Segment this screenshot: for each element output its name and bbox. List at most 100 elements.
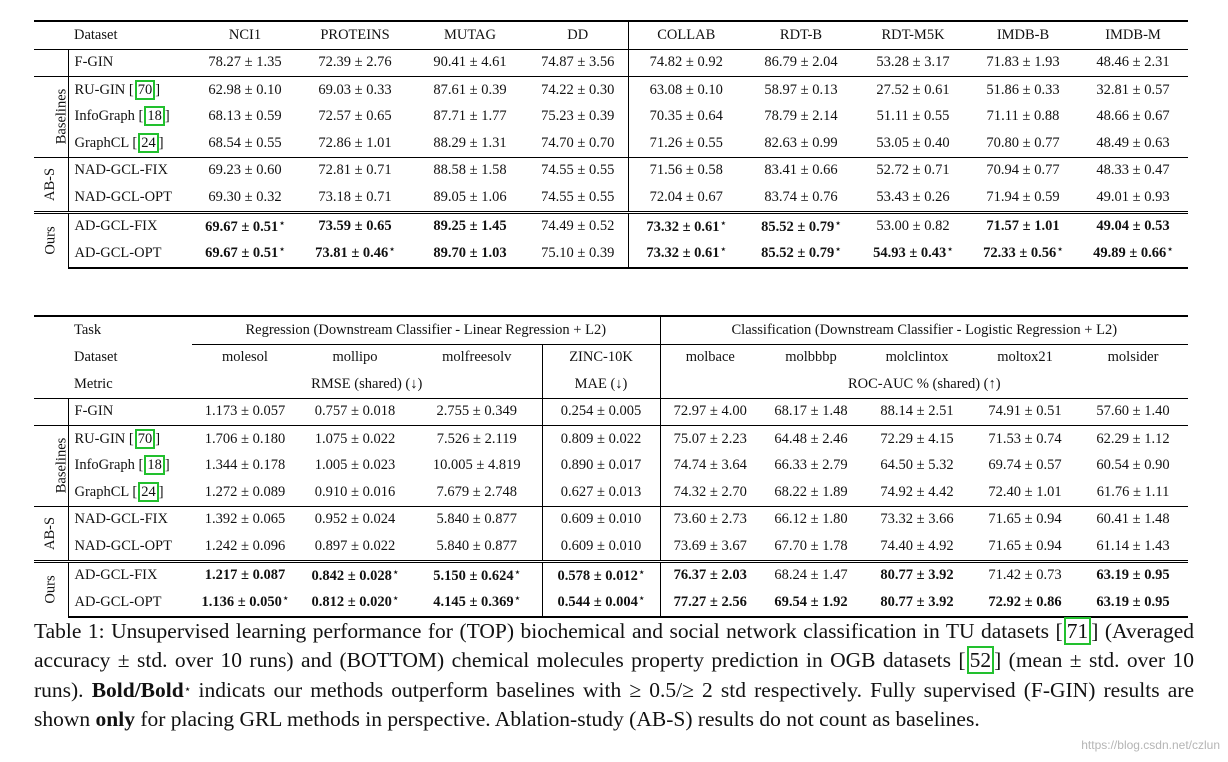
significance-star: ⋆ xyxy=(514,566,521,577)
col-header: IMDB-B xyxy=(968,20,1078,50)
method-name: F-GIN xyxy=(74,54,114,71)
table-cell: 0.609 ± 0.010 xyxy=(542,533,661,561)
table-row: NAD-GCL-OPT 69.30 ± 0.32 73.18 ± 0.71 89.05… xyxy=(34,184,1188,212)
table-cell: 83.41 ± 0.66 xyxy=(744,156,858,184)
citation-link[interactable]: 24 xyxy=(138,132,159,153)
caption-text: (mean ± std. over 10 runs). xyxy=(34,648,1194,702)
group-label: AB-S xyxy=(34,156,69,212)
metric-mae: MAE (↓) xyxy=(542,371,661,399)
method-name: NAD-GCL-FIX xyxy=(68,505,192,533)
table-cell: 0.890 ± 0.017 xyxy=(542,452,661,479)
caption-text: indicats our methods outperform baseline… xyxy=(34,678,1194,731)
method-name: InfoGraph [18] xyxy=(74,106,170,127)
table-cell: 73.59 ± 0.65 xyxy=(298,210,412,240)
method-name: AD-GCL-FIX xyxy=(68,559,192,589)
table-cell: 58.97 ± 0.13 xyxy=(744,76,858,104)
citation-link[interactable]: 18 xyxy=(144,455,165,476)
table-cell: 85.52 ± 0.79⋆ xyxy=(744,210,858,240)
table-cell: 5.840 ± 0.877 xyxy=(412,533,543,561)
table-row: AD-GCL-OPT 1.136 ± 0.050⋆ 0.812 ± 0.020⋆ 4.… xyxy=(34,589,1189,618)
table-cell: 70.35 ± 0.64 xyxy=(649,108,723,125)
dataset-label: Dataset xyxy=(68,20,192,50)
table-cell: 68.22 ± 1.89 xyxy=(774,483,848,500)
table-cell: 60.41 ± 1.48 xyxy=(1078,505,1189,533)
citation-link[interactable]: 70 xyxy=(134,428,156,449)
significance-star: ⋆ xyxy=(720,244,727,255)
table-cell: 89.05 ± 1.06 xyxy=(433,188,507,205)
table-cell: 1.344 ± 0.178 xyxy=(204,457,286,474)
table-cell: 62.98 ± 0.10 xyxy=(192,76,298,104)
significance-star: ⋆ xyxy=(392,593,399,604)
col-header: molbace xyxy=(685,349,735,366)
table-row: AB-S NAD-GCL-FIX 1.392 ± 0.065 0.952 ± 0.02… xyxy=(34,505,1189,561)
table-cell: 75.10 ± 0.39 xyxy=(528,240,629,269)
table-cell: 71.83 ± 1.93 xyxy=(986,54,1060,71)
top-results-table: Dataset NCI1 PROTEINS MUTAG DD COLLAB RD… xyxy=(34,20,1188,269)
table-cell: 49.89 ± 0.66⋆ xyxy=(1078,240,1188,269)
table-cell: 89.70 ± 1.03 xyxy=(412,240,528,269)
caption-bold: only xyxy=(95,707,135,731)
col-header: NCI1 xyxy=(192,20,298,50)
table-cell: 1.272 ± 0.089 xyxy=(204,483,286,500)
table-cell: 53.05 ± 0.40 xyxy=(876,134,950,151)
table-cell: 61.14 ± 1.43 xyxy=(1096,537,1170,554)
table-cell: 0.544 ± 0.004⋆ xyxy=(542,589,661,618)
table-cell: 48.33 ± 0.47 xyxy=(1078,156,1188,184)
table-cell: 77.27 ± 2.56 xyxy=(660,589,761,618)
col-header: IMDB-M xyxy=(1078,20,1188,50)
col-header: molbbbp xyxy=(785,349,837,366)
table-cell: 0.254 ± 0.005 xyxy=(542,398,661,426)
table-cell: 72.40 ± 1.01 xyxy=(988,483,1062,500)
significance-star: ⋆ xyxy=(514,593,521,604)
significance-star: ⋆ xyxy=(720,217,727,228)
group-label: AB-S xyxy=(34,505,69,561)
citation-link[interactable]: 70 xyxy=(134,79,156,100)
method-name: GraphCL [24] xyxy=(74,132,164,153)
table-cell: 53.43 ± 0.26 xyxy=(876,188,950,205)
dataset-row: Dataset molesol mollipo molfreesolv ZINC… xyxy=(34,344,1188,371)
table-row: Baselines RU-GIN [70] 1.706 ± 0.180 1.075 ±… xyxy=(34,425,1189,506)
task-label: Task xyxy=(68,315,192,344)
table-cell: 80.77 ± 3.92 xyxy=(862,559,973,589)
significance-star: ⋆ xyxy=(835,244,841,255)
method-name: AD-GCL-OPT xyxy=(68,240,192,269)
citation-link[interactable]: 24 xyxy=(138,481,159,502)
table-cell: 70.94 ± 0.77 xyxy=(968,156,1078,184)
significance-star: ⋆ xyxy=(282,593,289,604)
table-cell: 73.60 ± 2.73 xyxy=(660,505,761,533)
table-cell: 61.76 ± 1.11 xyxy=(1096,483,1170,500)
table-cell: 74.74 ± 3.64 xyxy=(673,457,747,474)
method-name: RU-GIN [70] xyxy=(68,76,192,104)
table-cell: 49.04 ± 0.53 xyxy=(1078,210,1188,240)
table-cell: 66.12 ± 1.80 xyxy=(760,505,863,533)
col-header: RDT-M5K xyxy=(858,20,968,50)
task-row: Task Regression (Downstream Classifier -… xyxy=(34,315,1189,345)
citation-link[interactable]: 71 xyxy=(1063,617,1092,645)
col-header: molclintox xyxy=(885,349,949,366)
table-cell: 68.54 ± 0.55 xyxy=(208,134,282,151)
table-cell: 7.526 ± 2.119 xyxy=(412,425,543,453)
significance-star: ⋆ xyxy=(835,217,841,228)
citation-link[interactable]: 52 xyxy=(966,646,995,674)
table-cell: 75.07 ± 2.23 xyxy=(660,425,761,453)
table-cell: 60.54 ± 0.90 xyxy=(1096,457,1170,474)
significance-star: ⋆ xyxy=(1167,244,1173,255)
regression-header: Regression (Downstream Classifier - Line… xyxy=(192,315,661,345)
table-cell: 90.41 ± 4.61 xyxy=(433,54,507,71)
table-cell: 74.49 ± 0.52 xyxy=(528,210,629,240)
table-cell: 71.53 ± 0.74 xyxy=(972,425,1079,453)
method-name: NAD-GCL-OPT xyxy=(74,537,172,554)
table-cell: 51.11 ± 0.55 xyxy=(876,108,950,125)
table-cell: 80.77 ± 3.92 xyxy=(862,589,973,618)
citation-link[interactable]: 18 xyxy=(144,106,165,127)
table-cell: 85.52 ± 0.79⋆ xyxy=(744,240,858,269)
group-label: Ours xyxy=(34,210,69,268)
table-row: InfoGraph [18] 68.13 ± 0.59 72.57 ± 0.65 87… xyxy=(34,103,1188,130)
table-cell: 54.93 ± 0.43⋆ xyxy=(858,240,968,269)
table-cell: 0.809 ± 0.022 xyxy=(542,425,661,453)
table-cell: 74.55 ± 0.55 xyxy=(528,184,629,212)
table-cell: 73.32 ± 3.66 xyxy=(862,505,973,533)
table-cell: 73.32 ± 0.61⋆ xyxy=(628,240,744,269)
caption-text: Unsupervised learning performance for (T… xyxy=(111,619,1050,643)
table-cell: 76.37 ± 2.03 xyxy=(660,559,761,589)
